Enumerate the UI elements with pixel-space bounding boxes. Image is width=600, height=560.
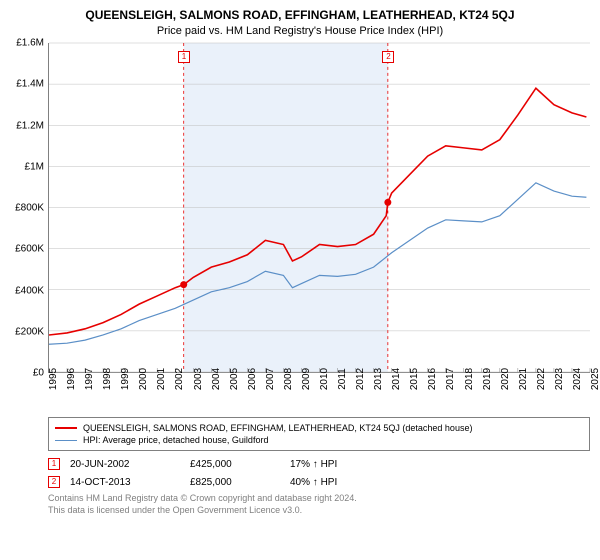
x-tick-label: 2018	[464, 368, 475, 390]
chart-area: £0£200K£400K£600K£800K£1M£1.2M£1.4M£1.6M…	[6, 43, 594, 413]
sale-row: 1 20-JUN-2002 £425,000 17% ↑ HPI	[48, 455, 590, 473]
x-tick-label: 2007	[265, 368, 276, 390]
chart-title: QUEENSLEIGH, SALMONS ROAD, EFFINGHAM, LE…	[6, 8, 594, 22]
x-tick-label: 2013	[373, 368, 384, 390]
x-tick-label: 2002	[174, 368, 185, 390]
y-tick-label: £1.4M	[16, 79, 44, 90]
plot-region: 12	[48, 43, 590, 373]
x-tick-label: 2004	[211, 368, 222, 390]
legend-label: QUEENSLEIGH, SALMONS ROAD, EFFINGHAM, LE…	[83, 423, 472, 433]
y-tick-label: £1M	[25, 161, 44, 172]
x-tick-label: 2017	[445, 368, 456, 390]
attribution-line: This data is licensed under the Open Gov…	[48, 505, 590, 517]
sale-row: 2 14-OCT-2013 £825,000 40% ↑ HPI	[48, 473, 590, 491]
x-tick-label: 2008	[283, 368, 294, 390]
x-tick-label: 2000	[138, 368, 149, 390]
sale-marker: 1	[48, 458, 60, 470]
y-tick-label: £1.2M	[16, 120, 44, 131]
sales-table: 1 20-JUN-2002 £425,000 17% ↑ HPI 2 14-OCT-201…	[48, 455, 590, 491]
x-axis: 1995199619971998199920002001200220032004…	[48, 375, 590, 413]
sale-hpi: 17% ↑ HPI	[290, 459, 590, 470]
legend-swatch	[55, 440, 77, 441]
attribution: Contains HM Land Registry data © Crown c…	[48, 493, 590, 516]
y-tick-label: £0	[33, 368, 44, 379]
x-tick-label: 2005	[229, 368, 240, 390]
x-tick-label: 2016	[427, 368, 438, 390]
y-tick-label: £800K	[15, 203, 44, 214]
legend: QUEENSLEIGH, SALMONS ROAD, EFFINGHAM, LE…	[48, 417, 590, 451]
y-axis: £0£200K£400K£600K£800K£1M£1.2M£1.4M£1.6M	[6, 43, 48, 373]
y-tick-label: £600K	[15, 244, 44, 255]
y-tick-label: £400K	[15, 285, 44, 296]
x-tick-label: 2024	[572, 368, 583, 390]
x-tick-label: 2001	[156, 368, 167, 390]
marker-label: 1	[178, 51, 190, 63]
chart-subtitle: Price paid vs. HM Land Registry's House …	[6, 25, 594, 37]
x-tick-label: 2015	[409, 368, 420, 390]
sale-price: £825,000	[190, 477, 280, 488]
sale-price: £425,000	[190, 459, 280, 470]
plot-svg	[49, 43, 590, 372]
x-tick-label: 2010	[319, 368, 330, 390]
x-tick-label: 2022	[536, 368, 547, 390]
y-tick-label: £1.6M	[16, 38, 44, 49]
x-tick-label: 2014	[391, 368, 402, 390]
x-tick-label: 2021	[518, 368, 529, 390]
sale-hpi: 40% ↑ HPI	[290, 477, 590, 488]
x-tick-label: 1998	[102, 368, 113, 390]
marker-dot	[384, 199, 391, 206]
x-tick-label: 2025	[590, 368, 600, 390]
x-tick-label: 1999	[120, 368, 131, 390]
x-tick-label: 2012	[355, 368, 366, 390]
x-tick-label: 1995	[48, 368, 59, 390]
sale-date: 20-JUN-2002	[70, 459, 180, 470]
x-tick-label: 2006	[247, 368, 258, 390]
x-tick-label: 1996	[66, 368, 77, 390]
sale-date: 14-OCT-2013	[70, 477, 180, 488]
chart-container: QUEENSLEIGH, SALMONS ROAD, EFFINGHAM, LE…	[0, 0, 600, 520]
x-tick-label: 1997	[84, 368, 95, 390]
x-tick-label: 2009	[301, 368, 312, 390]
x-tick-label: 2023	[554, 368, 565, 390]
legend-label: HPI: Average price, detached house, Guil…	[83, 435, 268, 445]
legend-swatch	[55, 427, 77, 429]
legend-item: QUEENSLEIGH, SALMONS ROAD, EFFINGHAM, LE…	[55, 422, 583, 434]
x-tick-label: 2020	[500, 368, 511, 390]
x-tick-label: 2003	[193, 368, 204, 390]
sale-marker: 2	[48, 476, 60, 488]
legend-item: HPI: Average price, detached house, Guil…	[55, 434, 583, 446]
attribution-line: Contains HM Land Registry data © Crown c…	[48, 493, 590, 505]
x-tick-label: 2019	[482, 368, 493, 390]
y-tick-label: £200K	[15, 326, 44, 337]
marker-label: 2	[382, 51, 394, 63]
marker-dot	[180, 281, 187, 288]
x-tick-label: 2011	[337, 368, 348, 390]
